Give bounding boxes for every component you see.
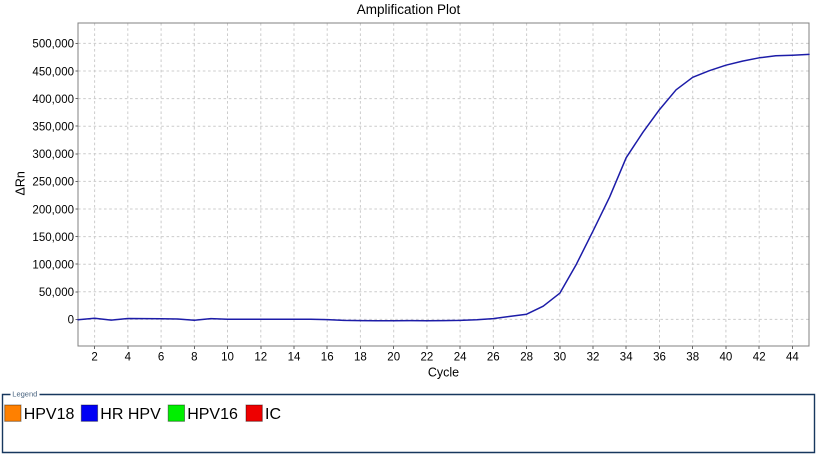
svg-text:14: 14 [288, 351, 301, 363]
svg-text:0: 0 [68, 315, 74, 327]
svg-text:450,000: 450,000 [32, 66, 74, 78]
svg-text:16: 16 [321, 351, 334, 363]
svg-text:150,000: 150,000 [32, 232, 74, 244]
svg-text:22: 22 [421, 351, 434, 363]
svg-text:500,000: 500,000 [32, 39, 74, 51]
svg-text:250,000: 250,000 [32, 177, 74, 189]
svg-text:20: 20 [387, 351, 400, 363]
svg-text:6: 6 [158, 351, 164, 363]
svg-text:200,000: 200,000 [32, 204, 74, 216]
svg-text:HPV18: HPV18 [24, 406, 75, 423]
svg-text:Legend: Legend [12, 389, 37, 398]
svg-text:4: 4 [125, 351, 132, 363]
svg-text:40: 40 [720, 351, 733, 363]
svg-text:350,000: 350,000 [32, 122, 74, 134]
svg-text:Amplification Plot: Amplification Plot [357, 2, 461, 17]
svg-text:10: 10 [221, 351, 234, 363]
svg-text:12: 12 [254, 351, 267, 363]
svg-text:18: 18 [354, 351, 367, 363]
svg-text:34: 34 [620, 351, 633, 363]
svg-text:IC: IC [265, 406, 281, 423]
svg-text:300,000: 300,000 [32, 149, 74, 161]
svg-text:400,000: 400,000 [32, 94, 74, 106]
svg-text:44: 44 [786, 351, 799, 363]
svg-text:HR HPV: HR HPV [100, 406, 161, 423]
svg-text:26: 26 [487, 351, 500, 363]
svg-text:36: 36 [653, 351, 666, 363]
svg-text:24: 24 [454, 351, 467, 363]
svg-text:HPV16: HPV16 [187, 406, 238, 423]
svg-text:28: 28 [520, 351, 533, 363]
svg-text:50,000: 50,000 [39, 287, 74, 299]
svg-text:100,000: 100,000 [32, 260, 74, 272]
svg-text:2: 2 [91, 351, 97, 363]
svg-text:38: 38 [686, 351, 699, 363]
svg-text:8: 8 [191, 351, 197, 363]
svg-text:32: 32 [587, 351, 600, 363]
svg-text:30: 30 [553, 351, 566, 363]
svg-text:Cycle: Cycle [428, 366, 459, 380]
svg-text:42: 42 [753, 351, 766, 363]
svg-text:ΔRn: ΔRn [13, 171, 27, 195]
